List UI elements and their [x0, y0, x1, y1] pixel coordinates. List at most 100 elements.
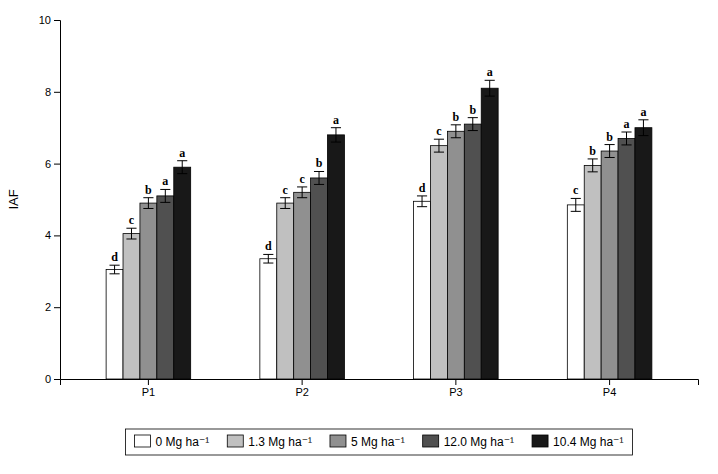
x-axis: P1 P2 P3 P4 [61, 379, 699, 398]
error-bar [160, 189, 170, 202]
bar [447, 131, 464, 379]
bar [431, 146, 448, 379]
error-bar [451, 125, 461, 138]
error-bar [605, 145, 615, 158]
error-line [182, 161, 183, 174]
error-cap [143, 208, 153, 209]
bar [157, 196, 174, 379]
bar [584, 165, 601, 379]
tick-mark [54, 235, 60, 236]
tick-label: 0 [45, 373, 51, 385]
tick-label: P3 [449, 386, 462, 398]
annotation: d [419, 181, 426, 195]
annotation: b [469, 103, 476, 117]
error-line [626, 132, 627, 145]
error-cap [280, 208, 290, 209]
x-tick: P2 [295, 379, 308, 398]
bar [140, 203, 157, 379]
error-cap [331, 127, 341, 128]
series [123, 139, 601, 379]
annotation: a [640, 105, 646, 119]
y-axis: 0246810 [39, 14, 61, 385]
axis-line [54, 21, 61, 380]
error-bar [485, 80, 495, 96]
tick-mark [455, 379, 456, 385]
error-cap [621, 132, 631, 133]
series [174, 80, 652, 379]
error-cap [177, 173, 187, 174]
y-tick: 8 [45, 86, 60, 98]
error-cap [263, 254, 273, 255]
axis-line [61, 380, 699, 386]
tick-label: P4 [603, 386, 616, 398]
error-line [472, 118, 473, 131]
annotation: b [589, 144, 596, 158]
tick-label: 8 [45, 86, 51, 98]
error-cap [143, 197, 153, 198]
legend-label: 12.0 Mg ha⁻¹ [444, 435, 514, 449]
error-bar [434, 139, 444, 152]
tick-mark [148, 379, 149, 385]
chart: 0246810P1P2P3P4IAFdddccccbbcbbabbaaaaa0 … [0, 0, 718, 474]
error-bar [638, 120, 648, 136]
bar [294, 192, 311, 379]
y-tick: 6 [45, 158, 60, 170]
error-cap [468, 130, 478, 131]
bar [174, 167, 191, 379]
error-bar [110, 265, 120, 274]
tick-mark [54, 92, 60, 93]
error-line [131, 228, 132, 239]
error-line [489, 80, 490, 96]
error-bar [297, 187, 307, 198]
error-bar [143, 198, 153, 209]
error-line [592, 159, 593, 172]
error-cap [451, 137, 461, 138]
error-line [643, 120, 644, 136]
legend: 0 Mg ha⁻¹1.3 Mg ha⁻¹5 Mg ha⁻¹12.0 Mg ha⁻… [126, 429, 633, 455]
tick-mark [54, 379, 60, 380]
error-line [575, 198, 576, 211]
tick-label: 2 [45, 301, 51, 313]
series [157, 118, 635, 379]
error-line [422, 196, 423, 207]
tick-label: P1 [142, 386, 155, 398]
plot-area: 0246810P1P2P3P4IAFdddccccbbcbbabbaaaaa [6, 14, 699, 398]
error-cap [280, 197, 290, 198]
error-line [165, 189, 166, 202]
error-cap [451, 124, 461, 125]
error-cap [588, 158, 598, 159]
x-tick: P1 [142, 379, 155, 398]
annotation: b [453, 110, 460, 124]
error-cap [110, 273, 120, 274]
bar [601, 151, 618, 379]
annotations: dddccccbbcbbabbaaaaa [111, 65, 646, 264]
error-cap [588, 171, 598, 172]
legend-item: 1.3 Mg ha⁻¹ [227, 435, 312, 449]
series [140, 125, 618, 379]
bar [311, 178, 328, 379]
annotation: c [436, 124, 442, 138]
error-line [455, 125, 456, 138]
error-cap [263, 263, 273, 264]
annotation: a [162, 174, 168, 188]
y-tick: 2 [45, 301, 60, 313]
annotation: c [573, 183, 579, 197]
error-cap [126, 228, 136, 229]
error-line [268, 254, 269, 263]
legend-label: 1.3 Mg ha⁻¹ [248, 435, 312, 449]
error-cap [417, 206, 427, 207]
error-line [148, 198, 149, 209]
error-bar [314, 171, 324, 184]
tick-label: 4 [45, 229, 51, 241]
legend-box [126, 429, 633, 455]
tick-mark [609, 379, 610, 385]
axis-title: IAF [6, 189, 21, 209]
legend-swatch [135, 435, 151, 447]
error-cap [314, 184, 324, 185]
error-cap [485, 80, 495, 81]
annotation: c [129, 213, 135, 227]
legend-swatch [227, 435, 243, 447]
error-bar [468, 118, 478, 131]
legend-item: 12.0 Mg ha⁻¹ [423, 435, 514, 449]
annotation: a [179, 146, 185, 160]
